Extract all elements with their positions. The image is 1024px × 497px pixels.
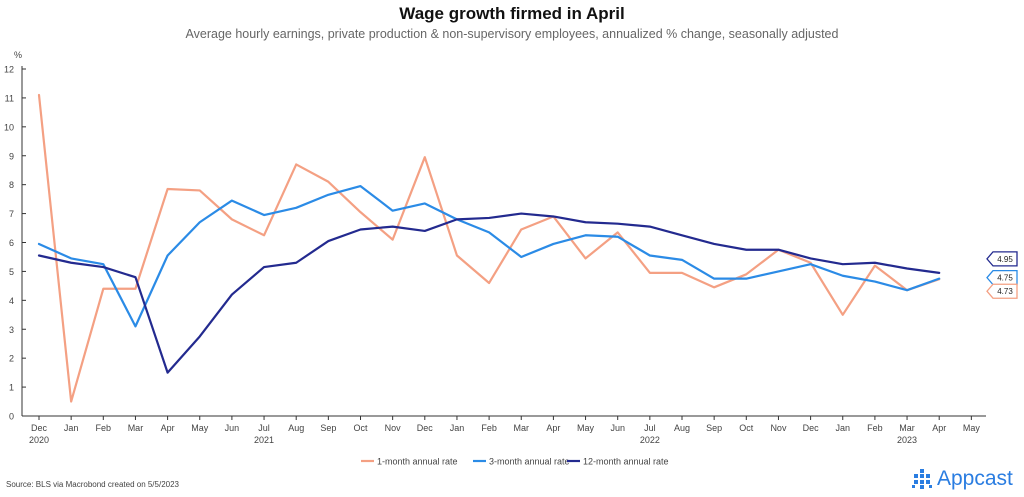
series-line-2: [37, 185, 941, 328]
x-tick-label: Nov: [770, 423, 787, 433]
source-note: Source: BLS via Macrobond created on 5/5…: [6, 480, 179, 489]
x-tick-label: Jul: [258, 423, 270, 433]
appcast-logo: Appcast: [912, 466, 1013, 492]
y-tick-label: 4: [9, 296, 14, 306]
y-tick-label: 10: [4, 122, 14, 132]
series-line-1: [37, 93, 941, 403]
x-tick-label: Apr: [932, 423, 946, 433]
legend-label: 12-month annual rate: [583, 457, 669, 467]
x-tick-label: Sep: [320, 423, 336, 433]
legend-item-3: 12-month annual rate: [567, 457, 669, 467]
end-value-label: 4.95: [997, 255, 1013, 264]
x-tick-label: Mar: [514, 423, 530, 433]
y-tick-label: 2: [9, 354, 14, 364]
x-tick-label: Apr: [546, 423, 560, 433]
y-tick-label: 6: [9, 238, 14, 248]
x-tick-label: Dec: [31, 423, 48, 433]
x-tick-label: Aug: [674, 423, 690, 433]
y-axis-unit-label: %: [14, 50, 22, 60]
x-tick-label: Jan: [450, 423, 465, 433]
x-tick-label: Feb: [481, 423, 497, 433]
y-tick-label: 8: [9, 180, 14, 190]
end-value-label: 4.73: [997, 287, 1013, 296]
x-year-label: 2023: [897, 435, 917, 445]
y-tick-label: 0: [9, 412, 14, 422]
x-tick-label: Mar: [128, 423, 144, 433]
x-tick-label: Dec: [417, 423, 434, 433]
end-value-box: [986, 283, 1018, 299]
y-tick-label: 12: [4, 65, 14, 75]
y-tick-label: 3: [9, 325, 14, 335]
x-tick-label: Dec: [803, 423, 820, 433]
x-tick-label: Oct: [739, 423, 754, 433]
end-value-box: [986, 251, 1018, 267]
y-tick-label: 1: [9, 383, 14, 393]
x-tick-label: Jun: [225, 423, 240, 433]
x-tick-label: Mar: [899, 423, 915, 433]
end-value-callout-2: 4.75: [986, 269, 1018, 286]
x-tick-label: Jun: [610, 423, 625, 433]
series-line-3: [37, 212, 941, 374]
appcast-logo-icon: [912, 469, 932, 489]
x-tick-label: Feb: [867, 423, 883, 433]
end-value-callout-3: 4.95: [986, 251, 1018, 267]
end-value-label: 4.75: [997, 274, 1013, 283]
x-year-label: 2021: [254, 435, 274, 445]
legend-label: 1-month annual rate: [377, 457, 458, 467]
x-tick-label: Apr: [161, 423, 175, 433]
x-tick-label: Jul: [644, 423, 656, 433]
legend-label: 3-month annual rate: [489, 457, 570, 467]
x-tick-label: May: [191, 423, 209, 433]
x-tick-label: Oct: [353, 423, 368, 433]
x-year-label: 2022: [640, 435, 660, 445]
x-tick-label: Sep: [706, 423, 722, 433]
x-tick-label: Feb: [96, 423, 112, 433]
y-tick-label: 7: [9, 209, 14, 219]
x-tick-label: Jan: [835, 423, 850, 433]
x-tick-label: May: [963, 423, 981, 433]
x-year-label: 2020: [29, 435, 49, 445]
x-tick-label: May: [577, 423, 595, 433]
chart-title: Wage growth firmed in April: [399, 4, 625, 23]
y-tick-label: 5: [9, 267, 14, 277]
y-tick-label: 9: [9, 151, 14, 161]
y-tick-label: 11: [5, 93, 14, 103]
x-tick-label: Aug: [288, 423, 304, 433]
x-tick-label: Jan: [64, 423, 79, 433]
chart-subtitle: Average hourly earnings, private product…: [185, 27, 839, 41]
legend-item-2: 3-month annual rate: [473, 457, 570, 467]
legend-item-1: 1-month annual rate: [361, 457, 458, 467]
logo-text: Appcast: [937, 467, 1013, 490]
x-tick-label: Nov: [385, 423, 402, 433]
end-value-callout-1: 4.73: [986, 283, 1018, 299]
